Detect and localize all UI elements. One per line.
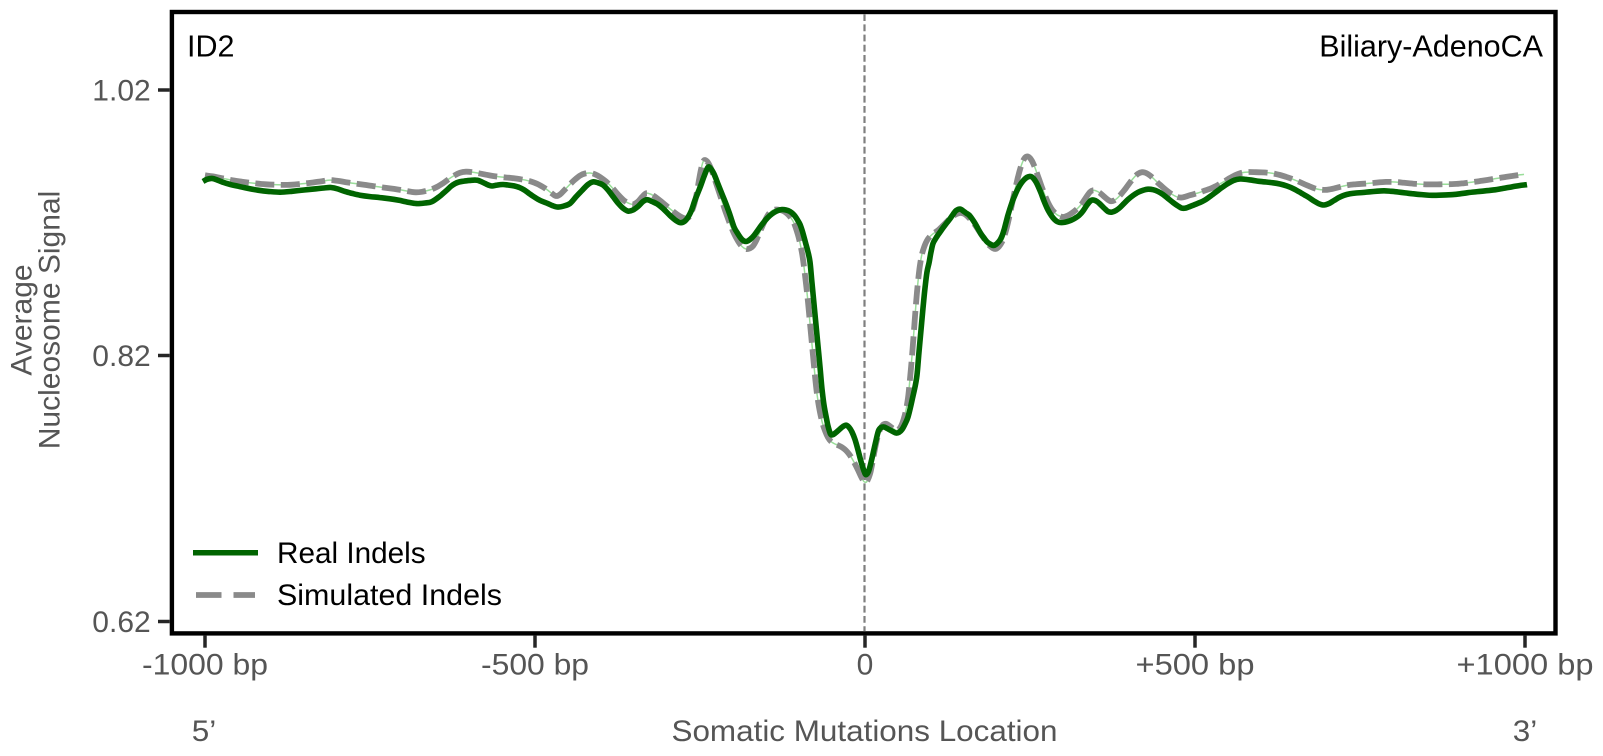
svg-text:+1000 bp: +1000 bp <box>1457 649 1594 682</box>
svg-text:0.82: 0.82 <box>92 340 150 373</box>
svg-text:-1000 bp: -1000 bp <box>142 649 268 682</box>
svg-text:3’: 3’ <box>1513 715 1538 748</box>
svg-text:Nucleosome Signal: Nucleosome Signal <box>34 191 67 449</box>
svg-text:Real Indels: Real Indels <box>277 537 426 570</box>
svg-text:+500 bp: +500 bp <box>1136 649 1255 682</box>
svg-text:Simulated Indels: Simulated Indels <box>277 579 502 612</box>
svg-text:Biliary-AdenoCA: Biliary-AdenoCA <box>1319 30 1543 64</box>
svg-text:5’: 5’ <box>192 715 217 748</box>
svg-text:0: 0 <box>857 649 874 682</box>
svg-text:Average: Average <box>6 264 39 375</box>
svg-text:Somatic Mutations Location: Somatic Mutations Location <box>672 715 1058 748</box>
svg-text:0.62: 0.62 <box>92 606 150 639</box>
svg-text:-500 bp: -500 bp <box>481 649 589 682</box>
svg-text:1.02: 1.02 <box>92 74 150 107</box>
svg-text:ID2: ID2 <box>187 30 234 64</box>
